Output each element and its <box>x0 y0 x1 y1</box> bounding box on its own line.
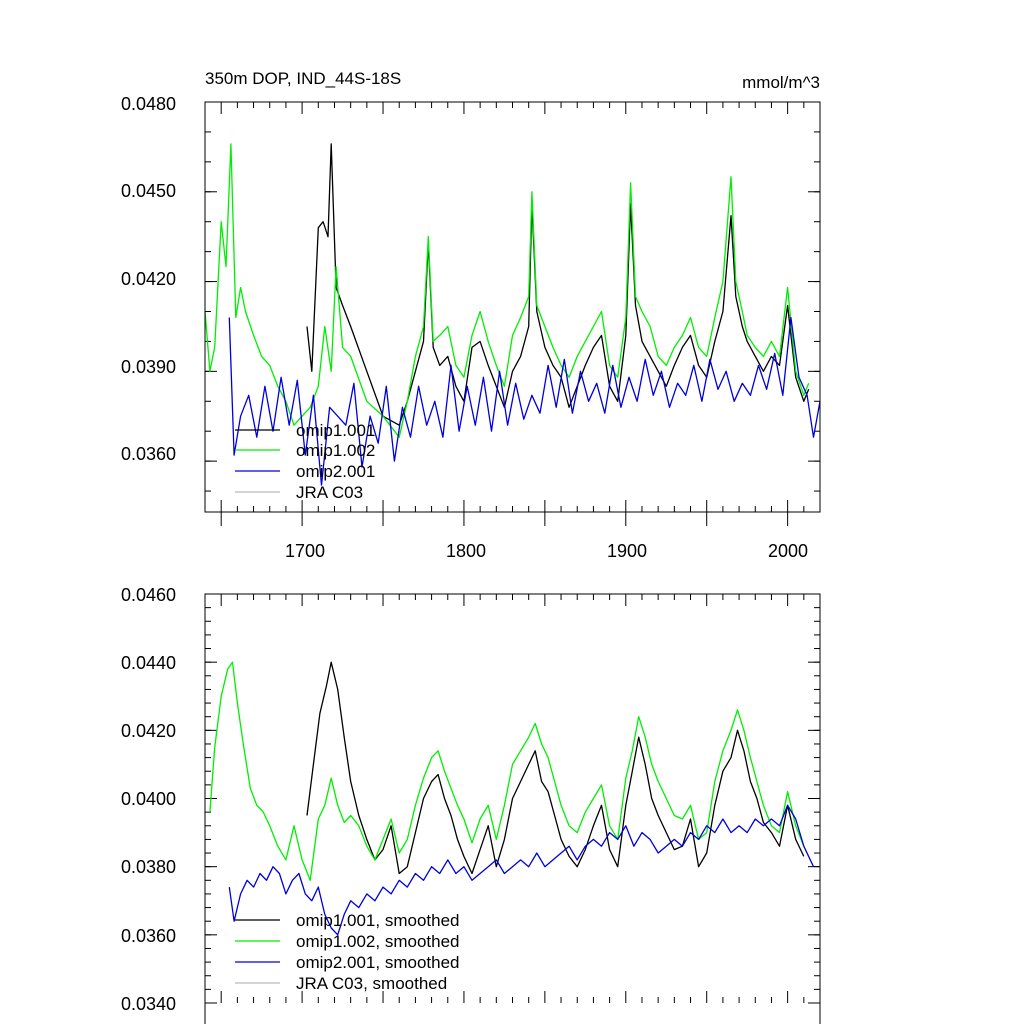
top-x-tick-labels: 1700 1800 1900 2000 <box>285 541 808 561</box>
series-line-omip1-002-smoothed <box>209 661 805 881</box>
legend-label: omip1.002 <box>296 441 375 460</box>
legend-label: omip2.001, smoothed <box>296 953 460 972</box>
x-tick-label: 1700 <box>285 541 325 561</box>
bottom-plot-frame <box>204 593 821 1024</box>
y-tick-label: 0.0420 <box>121 269 176 289</box>
legend-label: omip2.001 <box>296 462 375 481</box>
top-panel-units: mmol/m^3 <box>742 73 820 92</box>
y-tick-label: 0.0420 <box>121 721 176 741</box>
y-tick-label: 0.0450 <box>121 181 176 201</box>
top-y-tick-labels: 0.0480 0.0450 0.0420 0.0390 0.0360 <box>121 94 176 464</box>
top-series-lines <box>204 143 821 486</box>
series-line-omip1-002 <box>204 143 810 438</box>
y-tick-label: 0.0400 <box>121 789 176 809</box>
legend-label: JRA C03, smoothed <box>296 974 447 993</box>
y-tick-label: 0.0340 <box>121 994 176 1014</box>
y-tick-label: 0.0440 <box>121 653 176 673</box>
bottom-panel: 0.0460 0.0440 0.0420 0.0400 0.0380 0.036… <box>121 585 821 1024</box>
series-line-omip2-001-smoothed <box>228 804 815 936</box>
x-tick-label: 1900 <box>607 541 647 561</box>
y-tick-label: 0.0480 <box>121 94 176 114</box>
legend-label: omip1.001, smoothed <box>296 911 460 930</box>
series-line-omip1-001-smoothed <box>306 661 805 875</box>
y-tick-label: 0.0380 <box>121 857 176 877</box>
y-tick-label: 0.0360 <box>121 926 176 946</box>
top-plot-frame <box>204 101 821 513</box>
bottom-series-lines <box>209 661 815 936</box>
y-tick-label: 0.0460 <box>121 585 176 605</box>
x-tick-label: 1800 <box>446 541 486 561</box>
y-tick-label: 0.0390 <box>121 357 176 377</box>
bottom-y-tick-labels: 0.0460 0.0440 0.0420 0.0400 0.0380 0.036… <box>121 585 176 1014</box>
top-panel: 350m DOP, IND_44S-18S mmol/m^3 0.0480 0.… <box>121 69 821 561</box>
y-tick-label: 0.0360 <box>121 444 176 464</box>
top-legend: omip1.001 omip1.002 omip2.001 JRA C03 <box>235 421 375 502</box>
x-tick-label: 2000 <box>768 541 808 561</box>
top-panel-title: 350m DOP, IND_44S-18S <box>205 69 401 88</box>
series-line-omip2-001 <box>228 316 821 486</box>
bottom-legend: omip1.001, smoothed omip1.002, smoothed … <box>235 911 460 993</box>
legend-label: omip1.002, smoothed <box>296 932 460 951</box>
legend-label: JRA C03 <box>296 483 363 502</box>
legend-label: omip1.001 <box>296 421 375 440</box>
